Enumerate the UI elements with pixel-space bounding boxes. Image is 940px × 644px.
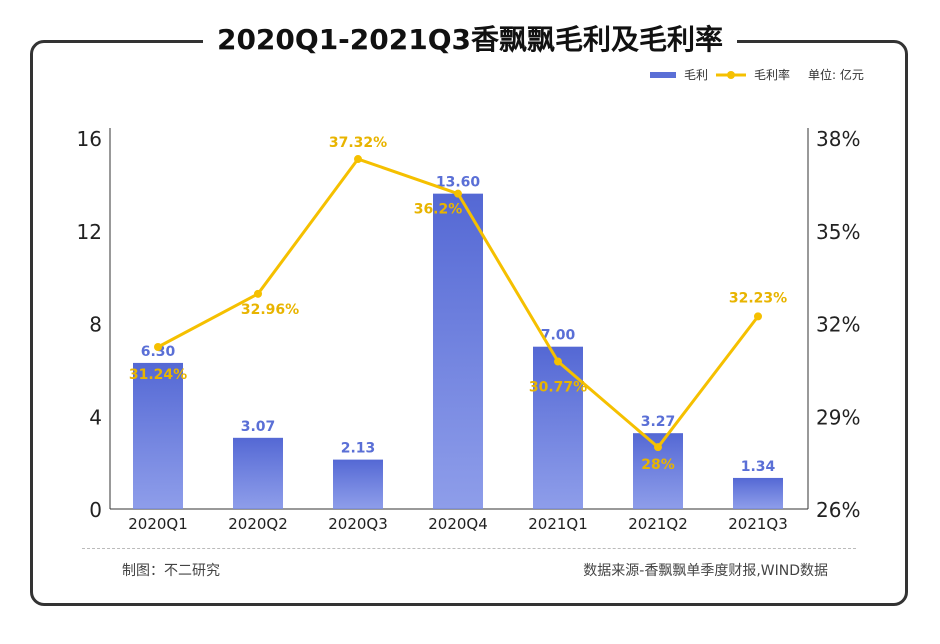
footer-divider bbox=[82, 548, 856, 549]
line-point bbox=[654, 443, 662, 452]
legend-bar-label: 毛利 bbox=[684, 68, 709, 82]
x-tick-label: 2020Q2 bbox=[228, 515, 288, 533]
x-tick-label: 2020Q3 bbox=[328, 515, 388, 533]
line-data-label: 37.32% bbox=[329, 135, 387, 151]
left-tick-label: 4 bbox=[89, 405, 102, 429]
line-data-label: 32.23% bbox=[729, 290, 787, 306]
bar bbox=[533, 346, 583, 509]
line-data-label: 36.2% bbox=[414, 202, 463, 218]
line-point bbox=[254, 289, 262, 298]
legend-bar-swatch bbox=[650, 71, 676, 78]
bar bbox=[333, 459, 383, 509]
bar-data-label: 3.07 bbox=[241, 419, 276, 435]
right-tick-label: 29% bbox=[816, 405, 860, 429]
x-tick-label: 2021Q1 bbox=[528, 515, 588, 533]
chart-title: 2020Q1-2021Q3香飘飘毛利及毛利率 bbox=[202, 23, 738, 56]
legend: 毛利 毛利率 单位: 亿元 bbox=[650, 66, 864, 83]
right-tick-label: 35% bbox=[816, 220, 860, 244]
line-data-label: 31.24% bbox=[129, 367, 187, 383]
line-data-label: 28% bbox=[641, 457, 675, 473]
line-point bbox=[154, 342, 162, 351]
bar bbox=[433, 193, 483, 509]
left-tick-label: 12 bbox=[77, 220, 102, 244]
line-data-label: 32.96% bbox=[241, 302, 299, 318]
bar bbox=[733, 477, 783, 509]
x-tick-label: 2020Q4 bbox=[428, 515, 488, 533]
footer-source: 数据来源-香飘飘单季度财报,WIND数据 bbox=[583, 563, 828, 579]
bar-data-label: 2.13 bbox=[341, 441, 376, 457]
x-tick-label: 2021Q2 bbox=[628, 515, 688, 533]
bar bbox=[133, 362, 183, 509]
chart-title-wrap: 2020Q1-2021Q3香飘飘毛利及毛利率 bbox=[0, 18, 940, 58]
bar bbox=[233, 437, 283, 509]
line-data-label: 30.77% bbox=[529, 380, 587, 396]
line-point bbox=[554, 357, 562, 366]
bar-data-label: 6.30 bbox=[141, 344, 176, 360]
bar-data-label: 13.60 bbox=[436, 175, 481, 191]
left-tick-label: 0 bbox=[89, 498, 102, 522]
left-tick-label: 16 bbox=[77, 127, 102, 151]
bar-data-label: 1.34 bbox=[741, 459, 776, 475]
bar-data-label: 7.00 bbox=[541, 328, 576, 344]
right-tick-label: 26% bbox=[816, 498, 860, 522]
legend-line-swatch bbox=[716, 70, 747, 79]
x-tick-label: 2020Q1 bbox=[128, 515, 188, 533]
x-tick-label: 2021Q3 bbox=[728, 515, 788, 533]
footer-credit: 制图：不二研究 bbox=[122, 563, 220, 579]
legend-line-label: 毛利率 bbox=[754, 68, 791, 82]
right-tick-label: 38% bbox=[816, 127, 860, 151]
line-point bbox=[454, 189, 462, 198]
right-tick-label: 32% bbox=[816, 313, 860, 337]
line-point bbox=[354, 155, 362, 164]
left-tick-label: 8 bbox=[89, 313, 102, 337]
unit-label: 单位: 亿元 bbox=[808, 68, 864, 82]
line-point bbox=[754, 312, 762, 321]
bar-data-label: 3.27 bbox=[641, 414, 676, 430]
